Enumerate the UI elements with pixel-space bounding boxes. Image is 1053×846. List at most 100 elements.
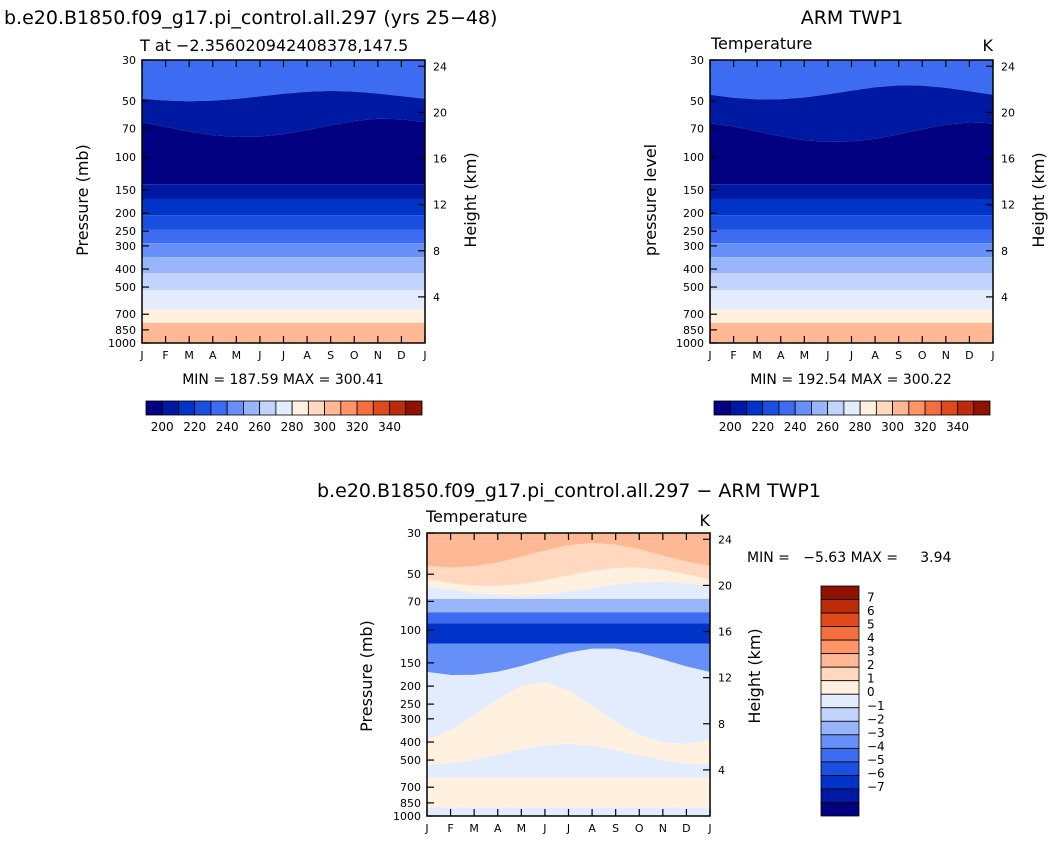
- colorbar-label: 240: [784, 420, 807, 434]
- x-tick-label: F: [447, 822, 453, 835]
- x-tick-label: N: [659, 822, 667, 835]
- colorbar-label: −6: [867, 766, 885, 780]
- colorbar-label: 0: [867, 685, 875, 699]
- x-tick-label: J: [257, 349, 261, 362]
- colorbar-swatch: [356, 400, 374, 416]
- colorbar-label: 220: [183, 420, 206, 434]
- colorbar-label: 4: [867, 631, 875, 645]
- y-tick-label: 50: [690, 95, 704, 108]
- x-tick-label: S: [327, 349, 334, 362]
- contour-band: [427, 543, 710, 586]
- colorbar-swatch: [145, 400, 163, 416]
- panel-model-subtitle: T at −2.356020942408378,147.5: [139, 36, 408, 55]
- y-tick-label: 300: [115, 240, 136, 253]
- x-tick-label: J: [566, 822, 570, 835]
- colorbar-label: 3: [867, 645, 875, 659]
- colorbar-label: 300: [881, 420, 904, 434]
- colorbar-swatch: [820, 639, 860, 655]
- y-tick-label: 70: [122, 122, 136, 135]
- colorbar-label: 240: [216, 420, 239, 434]
- panel-obs-y2label: Height (km): [1029, 152, 1048, 247]
- x-tick-label: A: [209, 349, 217, 362]
- contour-band: [142, 90, 425, 137]
- contour-band: [710, 257, 993, 273]
- x-tick-label: M: [469, 822, 479, 835]
- panel-model-title: b.e20.B1850.f09_g17.pi_control.all.297 (…: [4, 7, 497, 29]
- x-tick-label: J: [990, 349, 994, 362]
- colorbar-label: 280: [281, 420, 304, 434]
- x-tick-label: S: [895, 349, 902, 362]
- x-tick-label: J: [542, 822, 546, 835]
- colorbar-swatch: [875, 400, 893, 416]
- colorbar-swatch: [820, 707, 860, 722]
- y-tick-label: 850: [683, 324, 704, 337]
- colorbar-swatch: [820, 734, 860, 749]
- y-tick-label: 850: [115, 324, 136, 337]
- y-tick-label: 30: [690, 54, 704, 67]
- y2-tick-label: 12: [718, 672, 732, 685]
- colorbar-swatch: [778, 400, 796, 416]
- contour-band: [427, 744, 710, 778]
- y-tick-label: 700: [683, 308, 704, 321]
- y-tick-label: 30: [122, 54, 136, 67]
- y-tick-label: 100: [400, 624, 421, 637]
- contour-band: [427, 682, 710, 765]
- colorbar-swatch: [729, 400, 747, 416]
- y2-tick-label: 4: [718, 764, 725, 777]
- y-tick-label: 200: [400, 680, 421, 693]
- contour-band: [427, 599, 710, 613]
- x-tick-label: A: [588, 822, 596, 835]
- x-tick-label: J: [139, 349, 143, 362]
- colorbar-swatch: [820, 653, 860, 668]
- y-tick-label: 1000: [393, 810, 421, 823]
- colorbar-swatch: [746, 400, 764, 416]
- colorbar-swatch: [340, 400, 358, 416]
- y2-tick-label: 8: [1001, 245, 1008, 258]
- colorbar-swatch: [843, 400, 861, 416]
- contour-band: [710, 122, 993, 185]
- contour-band: [142, 273, 425, 291]
- y2-tick-label: 20: [718, 579, 732, 592]
- y-tick-label: 200: [115, 207, 136, 220]
- colorbar-swatch: [762, 400, 780, 416]
- contour-band: [142, 184, 425, 199]
- y-tick-label: 700: [115, 308, 136, 321]
- colorbar-swatch: [827, 400, 845, 416]
- colorbar-swatch: [820, 585, 860, 600]
- colorbar-label: 300: [313, 420, 336, 434]
- x-tick-label: M: [517, 822, 527, 835]
- y2-tick-label: 24: [433, 60, 447, 73]
- panel-model-colorbar: 200 220 240 260 280 300 320 340: [145, 400, 423, 434]
- colorbar-label: 320: [346, 420, 369, 434]
- colorbar-swatch: [957, 400, 975, 416]
- y2-tick-label: 16: [433, 153, 447, 166]
- x-tick-label: D: [965, 349, 973, 362]
- colorbar-swatch: [161, 400, 179, 416]
- colorbar-swatch: [820, 761, 860, 776]
- contour-band: [142, 60, 425, 102]
- contour-band: [427, 567, 710, 596]
- y-tick-label: 250: [115, 225, 136, 238]
- colorbar-swatch: [820, 788, 860, 803]
- colorbar-swatch: [820, 693, 860, 709]
- y-tick-label: 400: [683, 263, 704, 276]
- y-tick-label: 150: [400, 657, 421, 670]
- y-tick-label: 850: [400, 797, 421, 810]
- y2-tick-label: 4: [433, 291, 440, 304]
- colorbar-label: 200: [151, 420, 174, 434]
- y2-tick-label: 8: [433, 245, 440, 258]
- colorbar-swatch: [820, 599, 860, 614]
- colorbar-swatch: [324, 400, 342, 416]
- contour-band: [710, 309, 993, 323]
- colorbar-swatch: [973, 400, 991, 416]
- colorbar-swatch: [820, 666, 860, 682]
- colorbar-swatch: [178, 400, 196, 416]
- colorbar-label: 320: [914, 420, 937, 434]
- colorbar-label: 5: [867, 618, 875, 632]
- colorbar-label: 280: [849, 420, 872, 434]
- x-tick-label: D: [682, 822, 690, 835]
- x-tick-label: F: [730, 349, 736, 362]
- y-tick-label: 150: [683, 184, 704, 197]
- y2-tick-label: 24: [718, 533, 732, 546]
